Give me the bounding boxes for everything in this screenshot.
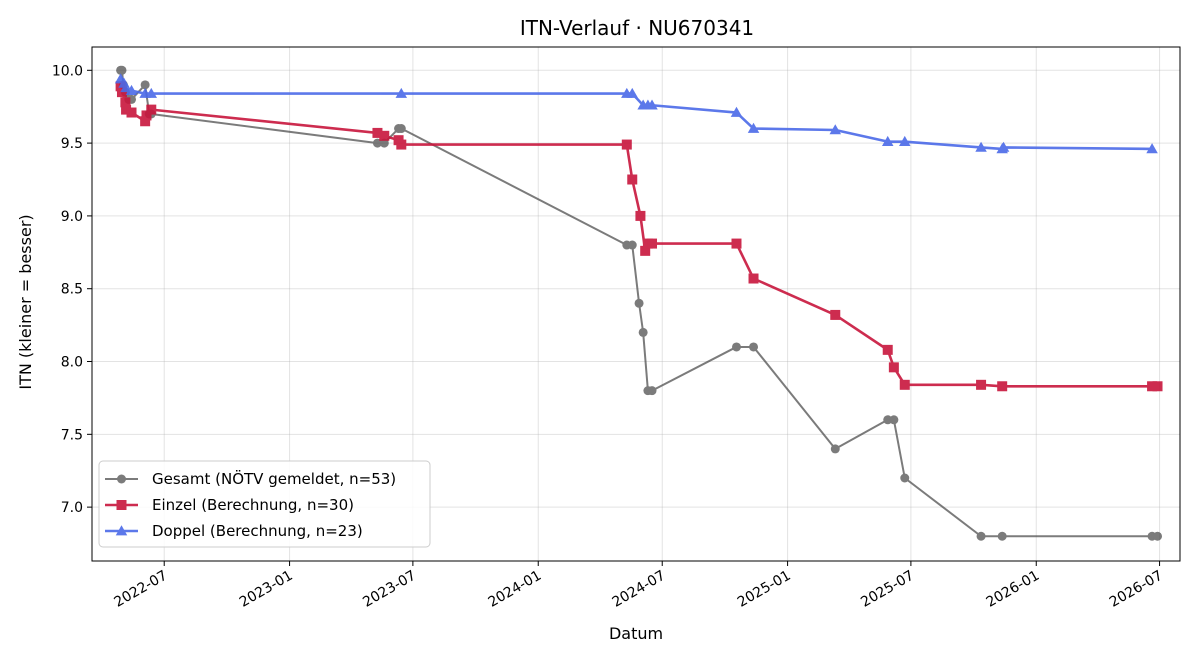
y-axis: 7.0 7.5 8.0 8.5 9.0 9.5 10.0 xyxy=(52,63,92,516)
data-point xyxy=(140,80,150,90)
data-point xyxy=(638,327,648,337)
data-point xyxy=(635,210,646,221)
data-point xyxy=(889,415,899,425)
data-point xyxy=(900,473,910,483)
y-tick-label: 10.0 xyxy=(52,63,83,79)
series-line xyxy=(119,86,1158,388)
data-point xyxy=(888,362,899,373)
x-tick-label: 2024-01 xyxy=(486,568,545,611)
legend-entry: Gesamt (NÖTV gemeldet, n=53) xyxy=(105,469,396,488)
data-point xyxy=(646,99,658,110)
x-tick-label: 2025-01 xyxy=(735,568,794,611)
data-point xyxy=(829,124,842,135)
data-point xyxy=(396,139,407,150)
legend-swatch xyxy=(105,474,138,484)
legend-marker xyxy=(115,525,128,536)
series-line xyxy=(119,78,1153,151)
data-point xyxy=(1153,531,1163,541)
x-tick-label: 2026-01 xyxy=(984,568,1043,611)
data-point xyxy=(117,65,127,75)
data-point xyxy=(881,135,894,146)
plot-frame xyxy=(91,46,1181,562)
y-tick-label: 7.5 xyxy=(61,427,83,443)
data-point xyxy=(731,238,742,249)
data-point xyxy=(379,138,389,148)
legend-label: Gesamt (NÖTV gemeldet, n=53) xyxy=(152,469,396,488)
x-axis-title: Datum xyxy=(609,624,663,643)
x-tick-label: 2024-07 xyxy=(610,568,669,611)
y-tick-label: 8.0 xyxy=(61,355,83,371)
data-point xyxy=(116,87,127,98)
series-3 xyxy=(114,73,1158,154)
data-point xyxy=(621,139,632,150)
legend-label: Einzel (Berechnung, n=30) xyxy=(152,496,354,514)
data-point xyxy=(830,444,840,454)
data-point xyxy=(731,342,741,352)
data-point xyxy=(976,531,986,541)
data-point xyxy=(975,141,987,152)
legend-marker xyxy=(117,474,126,484)
data-point xyxy=(899,379,910,390)
data-point xyxy=(626,87,639,98)
data-point xyxy=(634,298,644,308)
data-point xyxy=(120,97,131,108)
data-point xyxy=(997,381,1008,392)
data-point xyxy=(1152,381,1163,392)
legend-entry: Doppel (Berechnung, n=23) xyxy=(105,522,363,540)
data-point xyxy=(997,141,1010,152)
legend: Gesamt (NÖTV gemeldet, n=53) Einzel (Bere… xyxy=(98,460,431,548)
data-point xyxy=(640,245,651,256)
data-point xyxy=(121,104,132,115)
x-tick-label: 2023-01 xyxy=(237,568,296,611)
y-tick-label: 9.5 xyxy=(61,136,83,152)
data-point xyxy=(395,87,408,98)
data-point xyxy=(647,386,657,396)
data-point xyxy=(730,106,743,117)
data-point xyxy=(627,174,638,185)
data-point xyxy=(749,342,759,352)
legend-box xyxy=(98,460,431,548)
data-point xyxy=(140,116,151,127)
data-point xyxy=(372,138,382,148)
legend-label: Doppel (Berechnung, n=23) xyxy=(152,522,363,540)
y-tick-label: 7.0 xyxy=(61,500,83,516)
series-2 xyxy=(115,81,1163,392)
data-point xyxy=(1146,143,1158,154)
data-point xyxy=(141,110,152,121)
legend-entry: Einzel (Berechnung, n=30) xyxy=(105,496,354,514)
data-point xyxy=(1147,381,1158,392)
y-tick-label: 9.0 xyxy=(61,209,83,225)
data-point xyxy=(125,84,138,95)
x-tick-label: 2023-07 xyxy=(360,568,419,611)
x-axis: 2022-07 2023-01 2023-07 2024-01 2024-07 2025-… xyxy=(112,561,1166,611)
data-point xyxy=(976,379,987,390)
y-axis-title: ITN (kleiner = besser) xyxy=(16,214,35,389)
legend-marker xyxy=(116,500,127,510)
data-point xyxy=(372,127,383,138)
data-point xyxy=(747,122,760,133)
data-point xyxy=(146,104,157,115)
legend-swatch xyxy=(105,525,138,536)
x-tick-label: 2026-07 xyxy=(1107,568,1166,611)
data-point xyxy=(627,240,637,250)
chart-title: ITN-Verlauf · NU670341 xyxy=(520,16,754,40)
data-point xyxy=(145,87,158,98)
legend-swatch xyxy=(105,500,138,510)
data-point xyxy=(899,135,911,146)
data-point xyxy=(997,531,1007,541)
data-point xyxy=(396,124,406,134)
data-point xyxy=(379,130,390,141)
legend-entries: Gesamt (NÖTV gemeldet, n=53) Einzel (Bere… xyxy=(105,469,396,540)
y-tick-label: 8.5 xyxy=(61,282,83,298)
data-point xyxy=(882,344,893,355)
x-tick-label: 2022-07 xyxy=(112,568,171,611)
series-layer xyxy=(114,65,1163,541)
data-point xyxy=(830,309,841,320)
data-point xyxy=(647,238,658,249)
data-point xyxy=(126,107,137,118)
data-point xyxy=(748,273,759,284)
x-tick-label: 2025-07 xyxy=(858,568,917,611)
